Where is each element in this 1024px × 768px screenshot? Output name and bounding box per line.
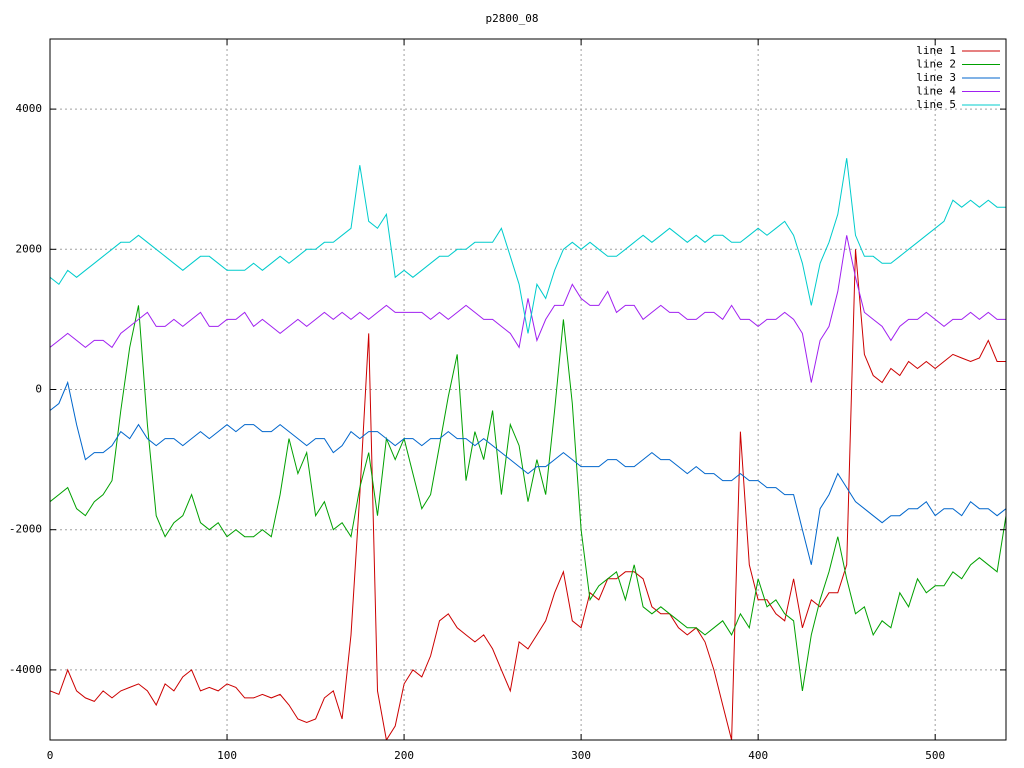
x-tick-label: 0: [47, 749, 54, 762]
x-tick-label: 500: [925, 749, 945, 762]
legend-label: line 2: [916, 58, 956, 71]
y-tick-label: 4000: [16, 102, 43, 115]
legend-label: line 3: [916, 71, 956, 84]
y-tick-label: -4000: [9, 663, 42, 676]
data-line: [50, 249, 1006, 740]
y-tick-label: 0: [35, 383, 42, 396]
data-line: [50, 235, 1006, 383]
legend-label: line 1: [916, 44, 956, 57]
legend-label: line 4: [916, 85, 956, 98]
data-line: [50, 380, 1006, 565]
data-line: [50, 305, 1006, 691]
x-tick-label: 400: [748, 749, 768, 762]
y-tick-label: -2000: [9, 523, 42, 536]
legend-label: line 5: [916, 98, 956, 111]
x-tick-label: 100: [217, 749, 237, 762]
chart-title: p2800_08: [486, 12, 539, 25]
data-line: [50, 158, 1006, 334]
y-tick-label: 2000: [16, 242, 43, 255]
x-tick-label: 200: [394, 749, 414, 762]
x-tick-label: 300: [571, 749, 591, 762]
